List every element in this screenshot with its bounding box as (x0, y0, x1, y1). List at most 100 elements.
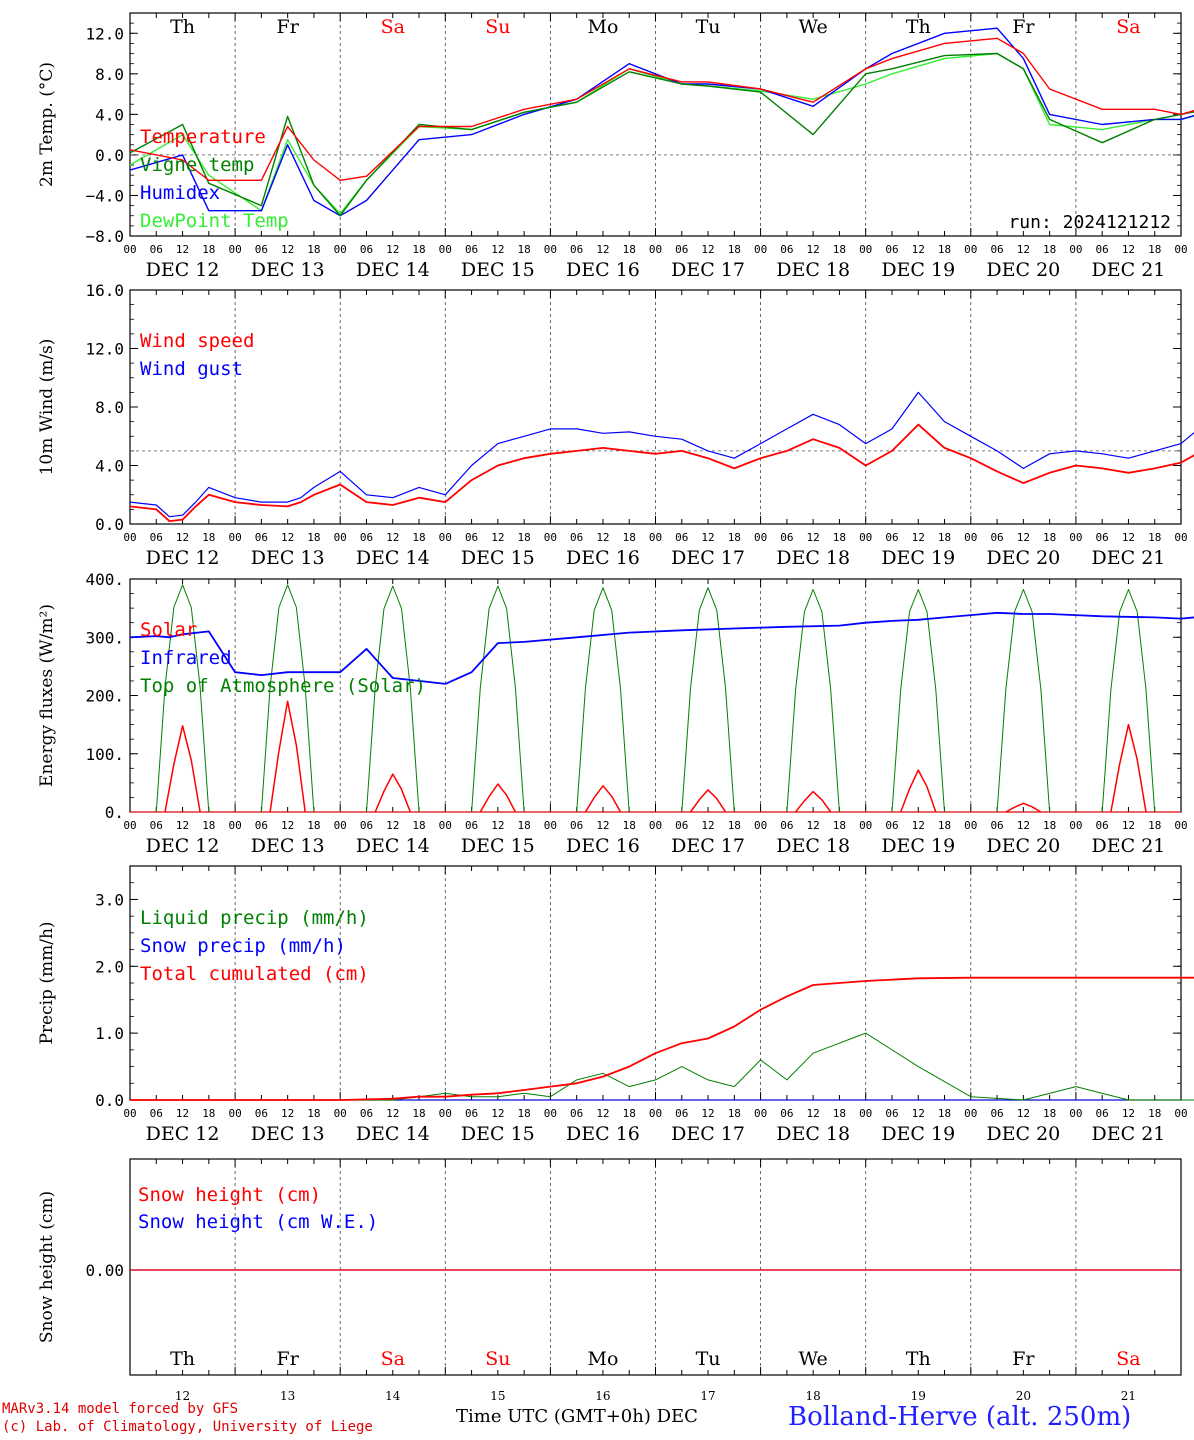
date-tick-label: DEC 13 (251, 547, 325, 569)
y-tick-label: 0.0 (95, 1091, 124, 1110)
hour-tick-label: 06 (570, 819, 583, 832)
hour-tick-label: 18 (938, 243, 951, 256)
date-tick-label: DEC 17 (671, 1123, 745, 1145)
y-tick-label: −8.0 (85, 227, 124, 246)
hour-tick-label: 18 (307, 1107, 320, 1120)
day-name-label: Sa (381, 16, 405, 38)
hour-tick-label: 12 (1017, 531, 1030, 544)
day-name-label: Fr (277, 16, 300, 38)
hour-tick-label: 18 (1148, 243, 1161, 256)
hour-tick-label: 18 (728, 819, 741, 832)
date-tick-label: DEC 12 (146, 1123, 220, 1145)
date-tick-label: DEC 19 (881, 1123, 955, 1145)
series-line-toa-solar (471, 585, 525, 813)
hour-tick-label: 18 (728, 243, 741, 256)
series-line-snow-precip-mm-h- (130, 1099, 1194, 1101)
hour-tick-label: 00 (334, 531, 347, 544)
hour-tick-label: 06 (465, 1107, 478, 1120)
hour-tick-label: 12 (491, 819, 504, 832)
hour-tick-label: 18 (938, 531, 951, 544)
hour-tick-label: 18 (833, 1107, 846, 1120)
date-tick-label: DEC 17 (671, 259, 745, 281)
hour-tick-label: 12 (1017, 243, 1030, 256)
y-tick-label: 3.0 (95, 890, 124, 909)
y-axis-label: Snow height (cm) (37, 1191, 57, 1343)
hour-tick-label: 00 (439, 531, 452, 544)
legend-entry: Humidex (140, 182, 220, 204)
hour-tick-label: 00 (544, 531, 557, 544)
hour-tick-label: 12 (807, 243, 820, 256)
hour-tick-label: 18 (623, 819, 636, 832)
y-tick-label: 1.0 (95, 1024, 124, 1043)
date-tick-label: DEC 12 (146, 259, 220, 281)
legend-entry: Liquid precip (mm/h) (140, 907, 369, 929)
legend-entry: Wind speed (140, 330, 254, 352)
series-line-solar (689, 789, 727, 813)
hour-tick-label: 00 (228, 1107, 241, 1120)
series-line-humidex (129, 27, 1194, 217)
date-tick-label: DEC 21 (1092, 547, 1166, 569)
hour-tick-label: 00 (649, 819, 662, 832)
hour-tick-label: 06 (255, 243, 268, 256)
station-name: Bolland-Herve (alt. 250m) (788, 1402, 1132, 1432)
hour-tick-label: 06 (1096, 531, 1109, 544)
legend-entry: Infrared (140, 647, 232, 669)
hour-tick-label: 18 (938, 1107, 951, 1120)
legend-entry: Snow precip (mm/h) (140, 935, 346, 957)
hour-tick-label: 06 (780, 819, 793, 832)
hour-tick-label: 18 (202, 531, 215, 544)
hour-tick-label: 12 (281, 819, 294, 832)
hour-tick-label: 06 (675, 819, 688, 832)
date-tick-label: DEC 18 (776, 1123, 850, 1145)
hour-tick-label: 00 (439, 1107, 452, 1120)
hour-tick-label: 06 (360, 531, 373, 544)
hour-tick-label: 00 (859, 1107, 872, 1120)
hour-tick-label: 06 (150, 819, 163, 832)
hour-tick-label: 06 (150, 243, 163, 256)
hour-tick-label: 00 (544, 243, 557, 256)
series-line-toa-solar (681, 587, 735, 813)
hour-tick-label: 06 (1096, 1107, 1109, 1120)
series-line-solar (1005, 802, 1042, 813)
series-line-solar (479, 783, 517, 813)
legend-entry: Temperature (140, 126, 266, 148)
hour-tick-label: 12 (701, 243, 714, 256)
series-line-toa-solar (1101, 589, 1156, 813)
series-line-toa-solar (996, 589, 1051, 813)
hour-tick-label: 12 (912, 243, 925, 256)
hour-tick-label: 00 (859, 819, 872, 832)
hour-tick-label: 18 (518, 531, 531, 544)
hour-tick-label: 12 (701, 1107, 714, 1120)
hour-tick-label: 06 (150, 531, 163, 544)
hour-tick-label: 12 (386, 819, 399, 832)
hour-tick-label: 06 (675, 531, 688, 544)
date-tick-label: DEC 19 (881, 259, 955, 281)
y-axis-label: Precip (mm/h) (37, 921, 57, 1044)
hour-tick-label: 12 (491, 531, 504, 544)
hour-tick-label: 06 (990, 243, 1003, 256)
hour-tick-label: 18 (202, 243, 215, 256)
hour-tick-label: 18 (623, 243, 636, 256)
hour-tick-label: 00 (649, 1107, 662, 1120)
series-line-toa-solar (260, 584, 315, 813)
hour-tick-label: 12 (912, 1107, 925, 1120)
hour-tick-label: 18 (833, 531, 846, 544)
date-tick-label: DEC 17 (671, 547, 745, 569)
y-axis-label: 10m Wind (m/s) (37, 339, 57, 476)
date-tick-label: DEC 14 (356, 259, 430, 281)
y-axis-label: Energy fluxes (W/m²) (37, 604, 57, 787)
hour-tick-label: 18 (728, 1107, 741, 1120)
bottom-day-number: 17 (700, 1389, 715, 1403)
hour-tick-label: 12 (1017, 819, 1030, 832)
hour-tick-label: 18 (1148, 1107, 1161, 1120)
hour-tick-label: 00 (1069, 531, 1082, 544)
day-name-label: Sa (381, 1348, 405, 1370)
hour-tick-label: 00 (123, 819, 136, 832)
hour-tick-label: 18 (202, 819, 215, 832)
hour-tick-label: 00 (123, 243, 136, 256)
hour-tick-label: 00 (1069, 243, 1082, 256)
date-tick-label: DEC 16 (566, 835, 640, 857)
hour-tick-label: 06 (780, 531, 793, 544)
hour-tick-label: 00 (334, 1107, 347, 1120)
